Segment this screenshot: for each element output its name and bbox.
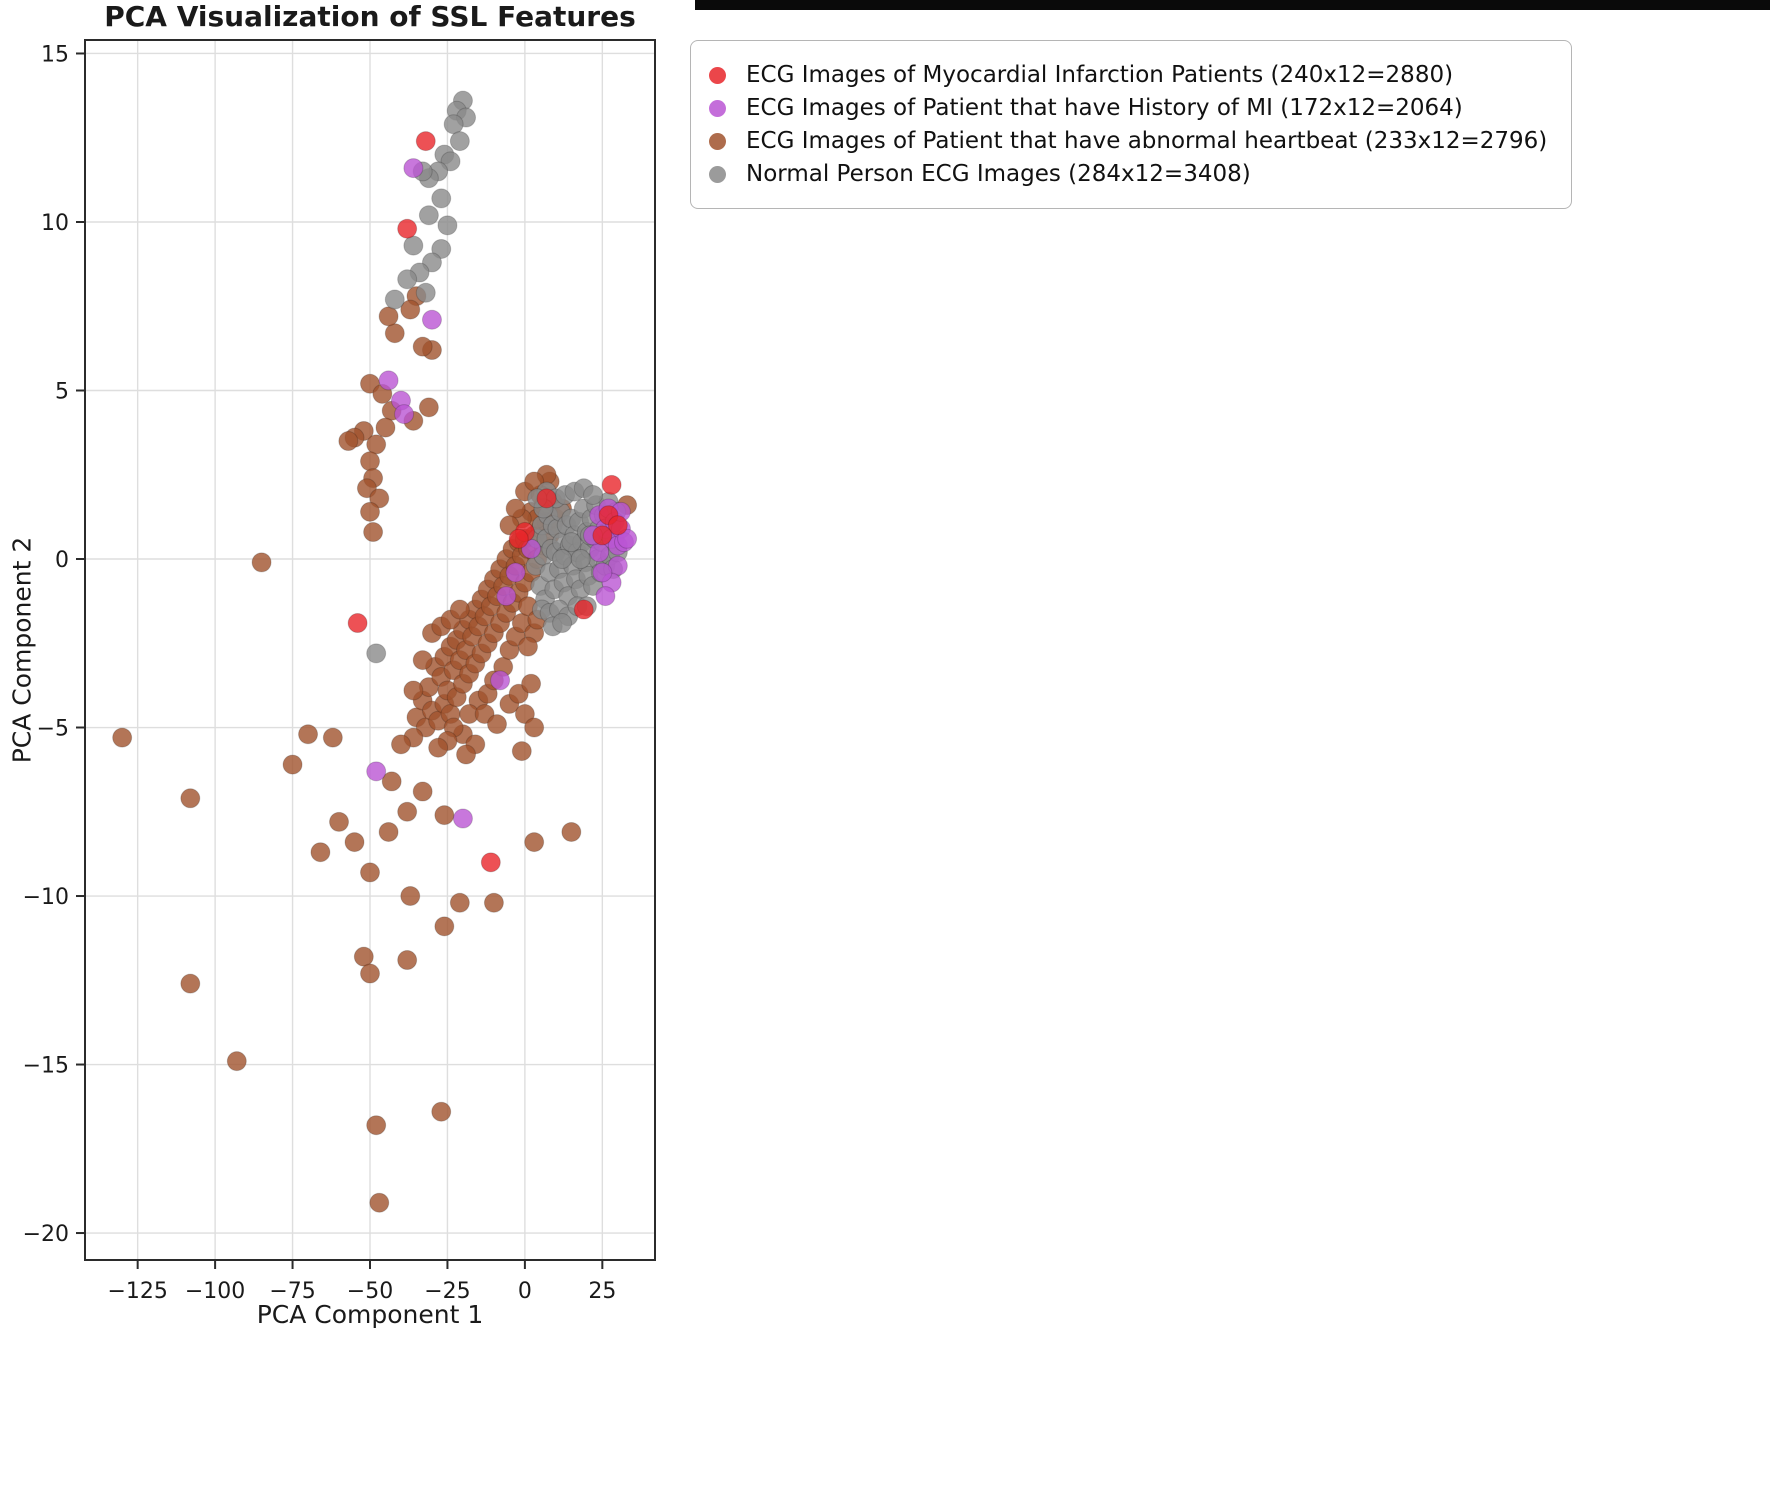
brown-dot-icon (709, 132, 726, 150)
legend-label: ECG Images of Patient that have abnormal… (746, 128, 1548, 154)
svg-text:−125: −125 (107, 1279, 167, 1304)
purple-dot-icon (709, 99, 726, 117)
legend-item-abnormal-heartbeat: ECG Images of Patient that have abnormal… (709, 128, 1547, 154)
gray-dot-icon (709, 165, 726, 183)
svg-text:−25: −25 (424, 1279, 470, 1304)
svg-text:−15: −15 (23, 1054, 69, 1079)
legend: ECG Images of Myocardial Infarction Pati… (690, 40, 1573, 209)
svg-text:15: 15 (41, 42, 69, 67)
legend-item-normal: Normal Person ECG Images (284x12=3408) (709, 161, 1547, 187)
svg-text:−100: −100 (185, 1279, 245, 1304)
chart-title: PCA Visualization of SSL Features (104, 0, 636, 33)
svg-text:−5: −5 (37, 717, 69, 742)
red-dot-icon (709, 66, 726, 84)
svg-text:25: 25 (588, 1279, 616, 1304)
svg-text:−20: −20 (23, 1222, 69, 1247)
svg-text:0: 0 (55, 548, 69, 573)
y-axis-label: PCA Component 2 (7, 536, 37, 764)
svg-text:−75: −75 (269, 1279, 315, 1304)
top-edge-line (695, 0, 1770, 10)
svg-text:0: 0 (518, 1279, 532, 1304)
legend-item-mi-patients: ECG Images of Myocardial Infarction Pati… (709, 62, 1547, 88)
legend-item-history-of-mi: ECG Images of Patient that have History … (709, 95, 1547, 121)
svg-text:−10: −10 (23, 885, 69, 910)
svg-text:10: 10 (41, 211, 69, 236)
x-axis-label: PCA Component 1 (256, 1300, 484, 1329)
legend-label: Normal Person ECG Images (284x12=3408) (746, 161, 1251, 187)
legend-label: ECG Images of Patient that have History … (746, 95, 1463, 121)
svg-text:5: 5 (55, 379, 69, 404)
svg-text:−50: −50 (347, 1279, 393, 1304)
legend-label: ECG Images of Myocardial Infarction Pati… (746, 62, 1454, 88)
